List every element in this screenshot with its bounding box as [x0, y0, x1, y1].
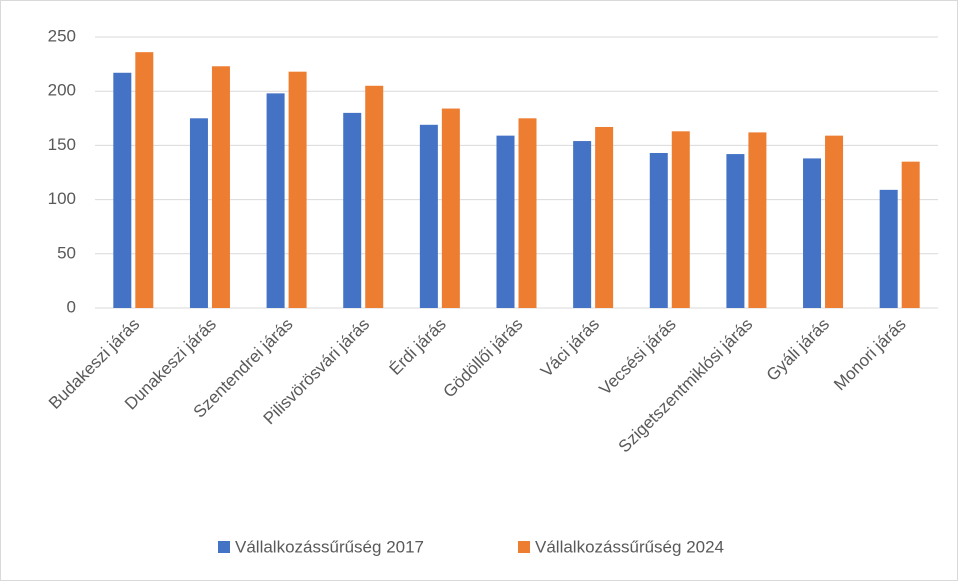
bar [419, 124, 438, 308]
y-tick-label: 50 [57, 243, 76, 262]
bar [135, 52, 154, 309]
legend-label: Vállalkozássűrűség 2024 [535, 537, 724, 556]
bar [113, 72, 132, 308]
legend-swatch [218, 541, 230, 553]
bar [573, 141, 592, 308]
bar [365, 85, 384, 308]
y-tick-label: 250 [48, 26, 76, 45]
bar [879, 189, 898, 308]
bar [441, 108, 460, 308]
bar [189, 118, 208, 308]
bar [288, 71, 307, 308]
bar [649, 152, 668, 308]
bar [901, 161, 920, 308]
legend-label: Vállalkozássűrűség 2017 [235, 537, 424, 556]
bar [518, 118, 537, 308]
legend-swatch [518, 541, 530, 553]
bar [671, 131, 690, 308]
bar [343, 112, 362, 308]
y-tick-label: 100 [48, 189, 76, 208]
bar [595, 126, 614, 308]
y-tick-label: 150 [48, 135, 76, 154]
bar [825, 135, 844, 308]
bar [211, 66, 230, 308]
bar [803, 158, 822, 308]
bar [266, 93, 285, 308]
y-tick-label: 0 [67, 297, 76, 316]
bar [726, 154, 745, 308]
y-tick-label: 200 [48, 81, 76, 100]
bar [496, 135, 515, 308]
bar [748, 132, 767, 308]
